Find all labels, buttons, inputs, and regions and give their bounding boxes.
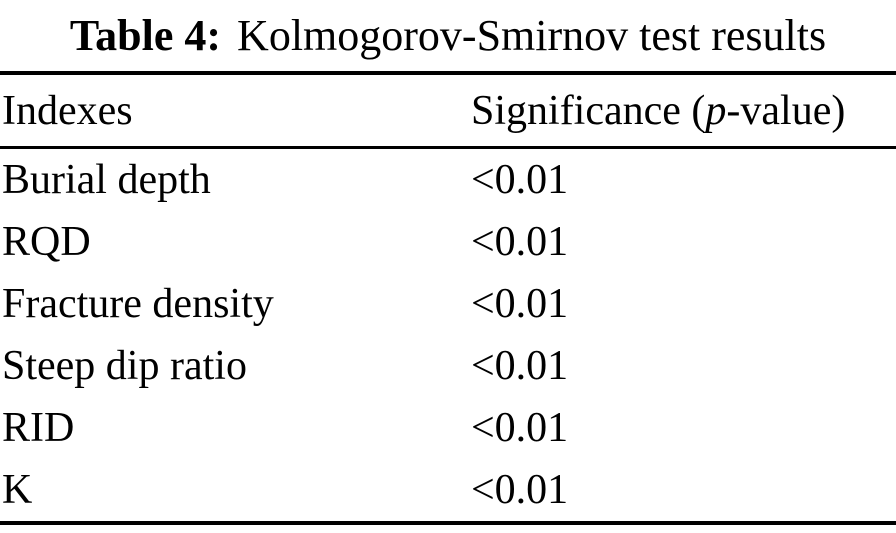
table-bottom-rule — [0, 521, 896, 525]
row-index-label: Burial depth — [2, 157, 211, 203]
row-pvalue: <0.01 — [471, 281, 569, 327]
column-header-significance: Significance (p-value) — [471, 90, 896, 132]
significance-header-prefix: Significance ( — [471, 87, 706, 134]
row-index-label: Fracture density — [2, 281, 274, 327]
table-row: Fracture density <0.01 — [0, 273, 896, 335]
table-caption-label: Table 4: — [69, 10, 222, 60]
significance-header-suffix: -value) — [726, 87, 846, 134]
table-row: Burial depth <0.01 — [0, 149, 896, 211]
table-caption-title: Kolmogorov-Smirnov test results — [237, 10, 827, 60]
row-index-label: K — [2, 467, 33, 513]
row-index-label: RQD — [2, 219, 91, 265]
row-pvalue: <0.01 — [471, 467, 569, 513]
table-body: Burial depth <0.01 RQD <0.01 Fracture de… — [0, 149, 896, 521]
table-row: RID <0.01 — [0, 397, 896, 459]
row-pvalue: <0.01 — [471, 405, 569, 451]
table-header-rule — [0, 146, 896, 149]
row-index-label: Steep dip ratio — [2, 343, 247, 389]
table-caption: Table 4: Kolmogorov-Smirnov test results — [0, 0, 896, 71]
table-header-row: Indexes Significance (p-value) — [0, 75, 896, 146]
row-pvalue: <0.01 — [471, 219, 569, 265]
table-row: Steep dip ratio <0.01 — [0, 335, 896, 397]
table-top-rule — [0, 71, 896, 75]
significance-header-p-variable: p — [705, 87, 727, 134]
row-pvalue: <0.01 — [471, 343, 569, 389]
row-index-label: RID — [2, 405, 75, 451]
table-row: RQD <0.01 — [0, 211, 896, 273]
column-header-indexes: Indexes — [2, 87, 133, 134]
table-row: K <0.01 — [0, 459, 896, 521]
row-pvalue: <0.01 — [471, 157, 569, 203]
